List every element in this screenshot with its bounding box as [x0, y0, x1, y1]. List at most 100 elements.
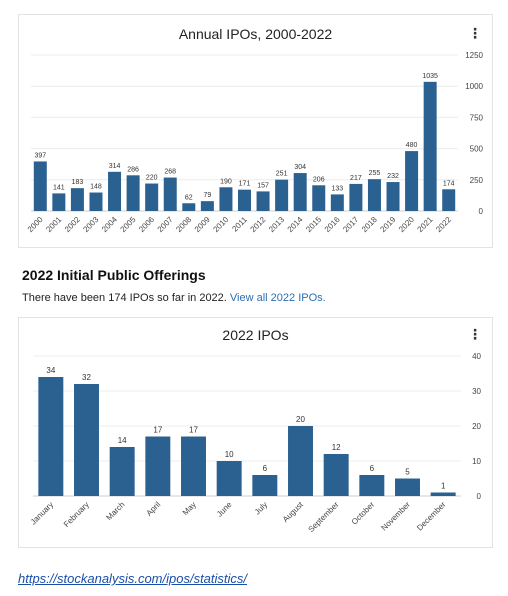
data-label: 32 [82, 373, 91, 382]
x-tick-label: 2012 [249, 215, 268, 234]
x-tick-label: 2000 [26, 215, 45, 234]
x-tick-label: August [281, 500, 306, 525]
bar [423, 81, 437, 211]
section-description: There have been 174 IPOs so far in 2022.… [22, 292, 326, 304]
bar [288, 426, 313, 496]
data-label: 217 [350, 175, 362, 182]
data-label: 480 [406, 142, 418, 149]
x-tick-label: 2011 [230, 215, 249, 234]
data-label: 79 [203, 192, 211, 199]
bar [145, 183, 159, 211]
x-tick-label: 2009 [193, 215, 212, 234]
data-label: 255 [369, 170, 381, 177]
x-tick-label: March [104, 500, 126, 522]
x-tick-label: 2020 [397, 215, 416, 234]
x-tick-label: 2017 [341, 215, 360, 234]
x-tick-label: 2021 [416, 215, 435, 234]
data-label: 148 [90, 184, 102, 191]
bar [442, 189, 456, 211]
y-tick-label: 1250 [465, 51, 483, 60]
x-tick-label: November [379, 500, 412, 533]
monthly-chart-title: 2022 IPOs [222, 327, 289, 343]
chart-menu-icon[interactable]: ⋮ [468, 326, 482, 342]
bar [293, 173, 307, 211]
x-tick-label: January [29, 500, 55, 526]
data-label: 304 [294, 164, 306, 171]
data-label: 6 [370, 464, 375, 473]
bar [367, 179, 381, 211]
section-text: There have been 174 IPOs so far in 2022. [22, 292, 227, 304]
data-label: 141 [53, 184, 65, 191]
annual-ipos-chart-card: Annual IPOs, 2000-2022 ⋮ 0 250 500 750 1000 1… [18, 14, 493, 248]
data-label: 206 [313, 176, 325, 183]
x-tick-label: 2004 [100, 215, 119, 234]
data-label: 286 [127, 166, 139, 173]
data-label: 251 [276, 171, 288, 178]
y-tick-label: 500 [470, 145, 484, 154]
bar [216, 461, 242, 496]
bar [330, 194, 344, 211]
bar [181, 436, 206, 496]
bar [219, 187, 233, 211]
bar [89, 192, 103, 211]
data-label: 1035 [422, 73, 438, 80]
data-label: 397 [34, 152, 46, 159]
annual-chart-title: Annual IPOs, 2000-2022 [178, 26, 333, 42]
x-tick-label: 2002 [63, 215, 82, 234]
data-label: 5 [405, 468, 410, 477]
data-label: 34 [46, 366, 55, 375]
bar [359, 475, 385, 496]
y-tick-label: 40 [472, 352, 481, 361]
bar [430, 492, 456, 496]
x-tick-label: 2006 [137, 215, 156, 234]
y-tick-label: 250 [470, 176, 484, 185]
data-label: 20 [296, 415, 305, 424]
x-tick-label: 2022 [434, 215, 453, 234]
chart-menu-icon[interactable]: ⋮ [468, 25, 482, 41]
x-tick-label: 2016 [323, 215, 342, 234]
bar [252, 475, 278, 496]
bar [349, 183, 363, 211]
data-label: 62 [185, 194, 193, 201]
source-link[interactable]: https://stockanalysis.com/ipos/statistic… [18, 571, 248, 586]
bar [323, 454, 349, 496]
x-tick-label: 2018 [360, 215, 379, 234]
x-tick-label: 2007 [156, 215, 175, 234]
data-label: 12 [332, 443, 341, 452]
x-tick-label: June [215, 500, 234, 519]
data-label: 174 [443, 180, 455, 187]
view-all-2022-ipos-link[interactable]: View all 2022 IPOs. [229, 292, 326, 304]
x-tick-label: 2015 [304, 215, 323, 234]
x-tick-label: September [307, 500, 341, 534]
y-tick-label: 1000 [465, 82, 483, 91]
data-label: 1 [441, 482, 446, 491]
bar [238, 189, 251, 211]
x-tick-label: April [145, 500, 163, 518]
bar [200, 201, 214, 211]
x-tick-label: 2010 [211, 215, 230, 234]
data-label: 157 [257, 182, 269, 189]
bar [182, 203, 196, 211]
x-tick-label: 2013 [267, 215, 286, 234]
data-label: 17 [153, 426, 162, 435]
x-tick-label: July [253, 500, 269, 516]
data-label: 10 [225, 450, 234, 459]
x-tick-label: 2019 [378, 215, 397, 234]
x-tick-label: February [62, 500, 91, 529]
x-tick-label: 2003 [81, 215, 100, 234]
x-tick-label: December [415, 500, 448, 533]
bar [275, 179, 289, 211]
data-label: 232 [387, 173, 399, 180]
data-label: 220 [146, 175, 158, 182]
bar [312, 185, 326, 211]
y-tick-label: 0 [477, 492, 482, 501]
y-tick-label: 20 [472, 422, 481, 431]
data-label: 6 [263, 464, 268, 473]
y-tick-label: 0 [479, 207, 484, 216]
bar [33, 161, 47, 211]
x-tick-label: May [181, 500, 198, 517]
bar [70, 188, 84, 211]
bar [74, 384, 99, 496]
bar [126, 175, 140, 211]
x-tick-label: 2014 [286, 215, 305, 234]
